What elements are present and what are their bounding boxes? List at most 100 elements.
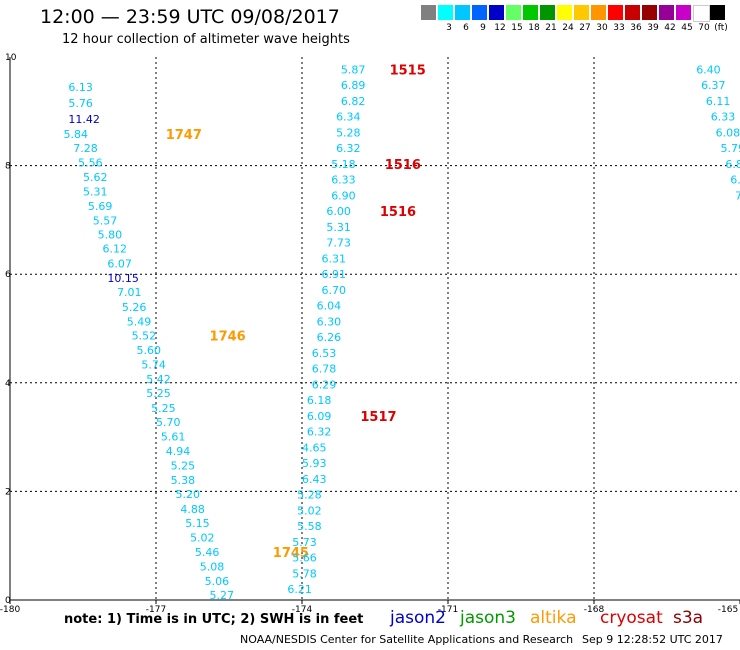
wave-height-value: 11.42 (68, 113, 100, 126)
wave-height-value: 10.15 (107, 272, 139, 285)
wave-height-value: 5.15 (185, 517, 210, 530)
wave-height-value: 5.27 (210, 589, 235, 602)
color-swatch (421, 5, 436, 20)
y-tick-label: 8 (5, 162, 11, 172)
wave-height-value: 5.78 (292, 567, 317, 580)
wave-height-value: 4.65 (302, 441, 327, 454)
legend-cryosat: cryosat (600, 608, 663, 628)
wave-height-value: 5.74 (141, 358, 166, 371)
wave-height-value: 5.02 (297, 504, 322, 517)
generated-timestamp: Sep 9 12:28:52 UTC 2017 (582, 633, 723, 646)
x-tick-label: -174 (292, 605, 313, 615)
wave-height-value: 6.29 (312, 378, 337, 391)
wave-height-value: 5.38 (171, 474, 196, 487)
color-scale-label: 39 (647, 23, 659, 33)
wave-height-value: 6.30 (317, 315, 342, 328)
color-scale-label: 30 (596, 23, 608, 33)
wave-height-value: 5.31 (326, 221, 351, 234)
color-scale-label: 6 (463, 23, 469, 33)
wave-height-value: 5.42 (146, 373, 171, 386)
wave-height-value: 5.18 (331, 158, 356, 171)
wave-height-value: 6.82 (341, 95, 366, 108)
wave-height-value: 5.76 (68, 97, 93, 110)
wave-height-value: 5.57 (93, 214, 118, 227)
color-swatch (472, 5, 487, 20)
color-swatch (438, 5, 453, 20)
wave-height-value: 5.25 (171, 459, 196, 472)
color-swatch (693, 5, 710, 22)
color-scale-label: 15 (511, 23, 523, 33)
wave-height-value: 5.49 (127, 315, 152, 328)
wave-height-value: 5.69 (88, 200, 113, 213)
wave-height-value: 5.79 (721, 142, 740, 155)
legend-altika: altika (530, 608, 577, 628)
color-swatch (489, 5, 504, 20)
color-swatch (642, 5, 657, 20)
color-scale-label: 27 (579, 23, 591, 33)
wave-height-value: 5.52 (132, 330, 157, 343)
wave-height-value: 5.58 (297, 520, 322, 533)
wave-height-value: 5.28 (297, 489, 322, 502)
wave-height-value: 6.18 (307, 394, 332, 407)
pass-time-label: 1746 (210, 330, 246, 345)
color-scale-label: 12 (494, 23, 506, 33)
x-tick-label: -168 (584, 605, 605, 615)
legend-jason3: jason3 (460, 608, 516, 628)
wave-height-value: 6.34 (336, 111, 361, 124)
wave-height-value: 6.04 (317, 300, 342, 313)
wave-height-value: 5.46 (195, 546, 220, 559)
color-scale-label: 18 (528, 23, 540, 33)
wave-height-value: 6.32 (307, 426, 332, 439)
wave-height-value: 6.33 (331, 174, 356, 187)
wave-height-value: 6.37 (701, 79, 726, 92)
wave-height-value: 5.25 (151, 402, 176, 415)
wave-height-value: 5.31 (83, 186, 108, 199)
wave-height-value: 6.31 (321, 252, 346, 265)
wave-height-value: 5.62 (83, 171, 108, 184)
wave-height-value: 6.53 (312, 347, 337, 360)
wave-height-value: 6.91 (321, 268, 346, 281)
wave-height-value: 5.61 (161, 431, 186, 444)
color-scale-label: 3 (446, 23, 452, 33)
pass-time-label: 1516 (380, 205, 416, 220)
wave-height-value: 5.28 (336, 126, 361, 139)
wave-height-value: 5.73 (292, 536, 317, 549)
wave-height-value: 5.84 (64, 128, 89, 141)
color-scale-label: 36 (630, 23, 642, 33)
wave-height-value: 6.78 (312, 363, 337, 376)
color-scale-label: 24 (562, 23, 574, 33)
wave-height-value: 6.32 (336, 142, 361, 155)
color-swatch (455, 5, 470, 20)
y-tick-label: 4 (5, 379, 11, 389)
page-title: 12:00 — 23:59 UTC 09/08/2017 (40, 6, 340, 28)
pass-time-label: 1747 (166, 128, 202, 143)
wave-height-value: 6.89 (341, 79, 366, 92)
wave-height-value: 5.60 (137, 344, 162, 357)
wave-height-value: 6.09 (307, 410, 332, 423)
color-scale-label: 21 (545, 23, 557, 33)
wave-height-value: 6.90 (331, 189, 356, 202)
x-tick-label: -171 (438, 605, 458, 615)
pass-time-label: 1517 (360, 410, 396, 425)
wave-height-value: 5.06 (205, 575, 230, 588)
wave-height-value: 5.20 (175, 488, 200, 501)
x-tick-label: -177 (146, 605, 166, 615)
color-swatch (608, 5, 623, 20)
pass-time-label: 1515 (390, 63, 426, 78)
wave-height-value: 6.07 (107, 257, 132, 270)
color-swatch (676, 5, 691, 20)
color-swatch (659, 5, 674, 20)
color-swatch (506, 5, 521, 20)
wave-height-value: 7.28 (73, 142, 98, 155)
color-scale-label: (ft) (714, 23, 728, 33)
wave-height-value: 6.33 (711, 111, 736, 124)
color-scale-label: 42 (664, 23, 676, 33)
wave-height-value: 6.12 (102, 243, 127, 256)
wave-height-value: 6.08 (716, 126, 740, 139)
wave-height-value: 4.94 (166, 445, 191, 458)
x-tick-label: -180 (0, 605, 20, 615)
wave-height-value: 5.80 (98, 229, 123, 242)
wave-height-value: 6.11 (706, 95, 731, 108)
x-tick-label: -165 (718, 605, 738, 615)
y-tick-label: 2 (5, 487, 11, 497)
